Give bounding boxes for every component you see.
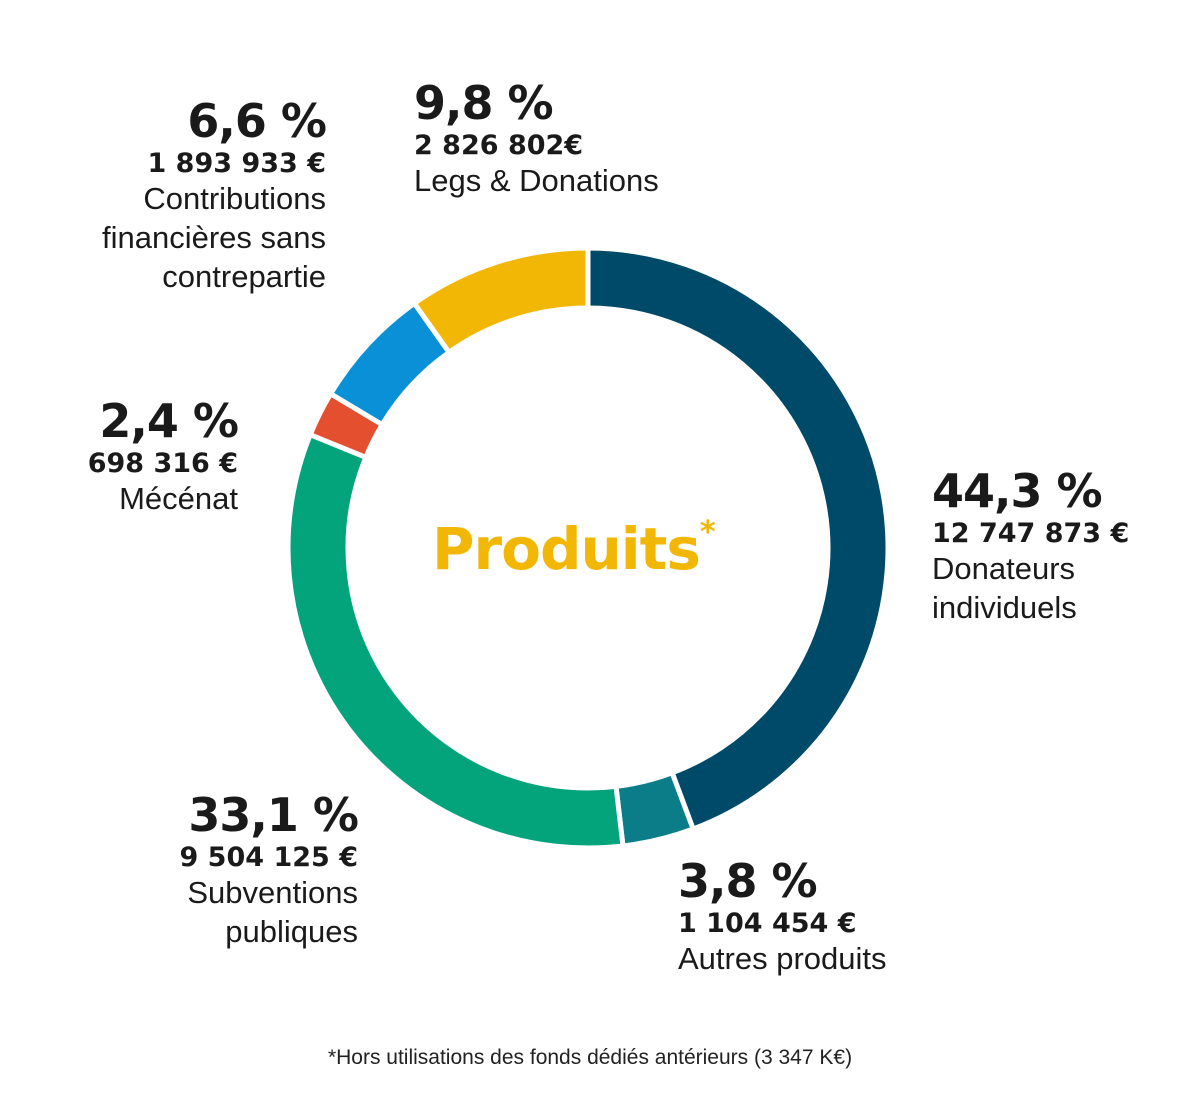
slice-amount: 12 747 873 € xyxy=(932,518,1130,549)
chart-title-marker: * xyxy=(699,515,716,550)
slice-name: Autres produits xyxy=(678,939,887,978)
slice-amount: 2 826 802€ xyxy=(414,130,584,161)
slice-percent: 33,1 % xyxy=(188,788,359,842)
slice-amount: 9 504 125 € xyxy=(179,842,359,873)
slice-name-line: Contributions xyxy=(143,181,326,216)
slice-name: Subventions publiques xyxy=(180,873,358,951)
donut-slice-donateurs-individuels xyxy=(585,245,891,833)
label-contributions-financieres: 6,6 % 1 893 933 € Contributions financiè… xyxy=(102,94,327,296)
slice-percent: 6,6 % xyxy=(187,94,327,148)
label-donateurs-individuels: 44,3 % 12 747 873 € Donateurs individuel… xyxy=(932,468,1129,627)
donut-slice-legs-donations xyxy=(410,245,591,356)
slice-name: Legs & Donations xyxy=(414,161,659,200)
slice-name: Donateurs individuels xyxy=(932,549,1129,627)
slice-name-line: Mécénat xyxy=(119,481,238,516)
slice-name: Contributions financières sans contrepar… xyxy=(102,179,326,296)
slice-percent: 9,8 % xyxy=(414,76,554,130)
slice-amount: 1 893 933 € xyxy=(147,148,327,179)
slice-name-line: Donateurs xyxy=(932,551,1076,586)
label-mecenat: 2,4 % 698 316 € Mécénat xyxy=(87,394,239,518)
chart-title-text: Produits xyxy=(432,515,701,583)
label-subventions-publiques: 33,1 % 9 504 125 € Subventions publiques xyxy=(180,792,359,951)
slice-percent: 2,4 % xyxy=(99,394,239,448)
slice-amount: 698 316 € xyxy=(87,448,238,479)
footnote: *Hors utilisations des fonds dédiés anté… xyxy=(327,1046,853,1069)
slice-name-line: individuels xyxy=(932,590,1077,625)
slice-amount: 1 104 454 € xyxy=(678,908,857,939)
slice-name-line: financières sans xyxy=(101,220,326,255)
slice-name-line: Legs & Donations xyxy=(414,163,659,198)
slice-name-line: Subventions xyxy=(187,875,358,910)
label-autres-produits: 3,8 % 1 104 454 € Autres produits xyxy=(678,858,887,978)
slice-name-line: contrepartie xyxy=(162,259,326,294)
slice-percent: 44,3 % xyxy=(932,464,1103,518)
slice-percent: 3,8 % xyxy=(678,854,818,908)
slice-name-line: Autres produits xyxy=(678,941,887,976)
slice-name: Mécénat xyxy=(88,479,238,518)
chart-title: Produits* xyxy=(432,518,716,579)
label-legs-donations: 9,8 % 2 826 802€ Legs & Donations xyxy=(414,80,659,200)
slice-name-line: publiques xyxy=(225,914,358,949)
donut-slice-subventions-publiques xyxy=(285,431,626,851)
